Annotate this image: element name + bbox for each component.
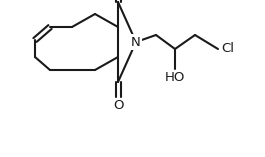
Text: HO: HO [165, 71, 185, 84]
Text: Cl: Cl [221, 43, 234, 56]
Text: N: N [131, 35, 141, 49]
Text: O: O [113, 99, 123, 112]
